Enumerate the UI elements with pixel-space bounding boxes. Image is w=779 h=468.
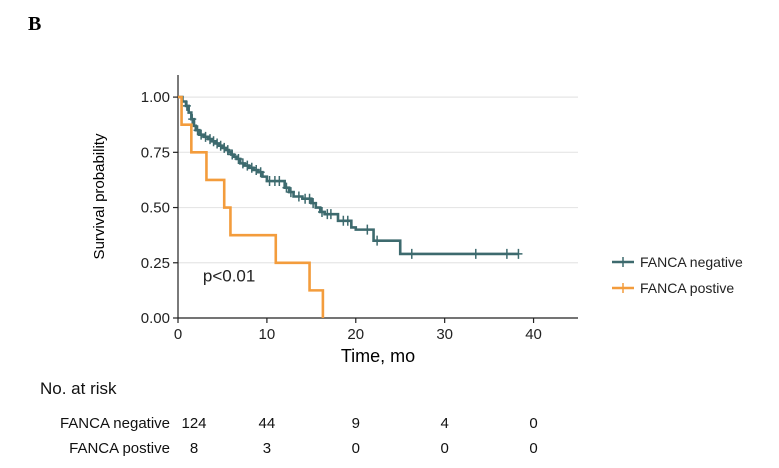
risk-table: FANCA negative 124 44 9 4 0 FANCA postive 8 3 0 0 0: [60, 415, 538, 457]
censor-mark-0-29: [326, 209, 335, 220]
censor-mark-0-34: [407, 248, 416, 259]
risk-cell-1-1: 3: [263, 440, 271, 457]
risk-cell-1-0: 8: [190, 440, 198, 457]
x-tick-label-4: 40: [525, 326, 542, 343]
series-line-0: [178, 95, 519, 256]
censor-mark-0-32: [363, 224, 372, 235]
censor-mark-0-0: [182, 100, 191, 111]
censor-mark-0-10: [223, 145, 232, 156]
legend-label-1: FANCA postive: [640, 280, 734, 296]
censor-mark-0-3: [197, 129, 206, 140]
panel-label: B: [28, 13, 41, 35]
risk-cell-0-3: 4: [440, 415, 448, 432]
y-tick-label-3: 0.75: [141, 144, 170, 161]
series-group: [178, 95, 523, 318]
censor-mark-0-16: [252, 164, 261, 175]
censor-mark-0-4: [201, 131, 210, 142]
risk-cell-1-4: 0: [529, 440, 537, 457]
censor-mark-0-1: [188, 114, 197, 125]
axes: 0 10 20 30 40 0.00 0.25 0.50 0.75 1.00: [141, 75, 578, 343]
risk-cell-0-0: 124: [181, 415, 206, 432]
censor-mark-0-8: [216, 140, 225, 151]
censor-mark-0-33: [373, 235, 382, 246]
p-value-annotation: p<0.01: [203, 267, 255, 286]
y-tick-label-1: 0.25: [141, 255, 170, 272]
y-axis-title: Survival probability: [91, 133, 108, 259]
legend: FANCA negative FANCA postive: [612, 254, 743, 296]
censor-mark-0-2: [193, 125, 202, 136]
censor-mark-0-26: [309, 198, 318, 209]
y-tick-label-0: 0.00: [141, 310, 170, 327]
y-tick-label-2: 0.50: [141, 200, 170, 217]
censor-mark-0-12: [234, 153, 243, 164]
censor-mark-0-25: [305, 193, 314, 204]
censor-mark-0-15: [247, 162, 256, 173]
risk-cell-0-1: 44: [259, 415, 276, 432]
censor-mark-0-7: [213, 138, 222, 149]
x-tick-label-0: 0: [174, 326, 182, 343]
censor-mark-0-20: [275, 176, 284, 187]
censor-mark-0-13: [238, 158, 247, 169]
risk-cell-0-2: 9: [352, 415, 360, 432]
censor-mark-0-5: [206, 134, 214, 145]
censor-mark-0-36: [502, 248, 511, 259]
x-axis-title: Time, mo: [341, 346, 415, 366]
x-tick-label-3: 30: [436, 326, 453, 343]
censor-mark-0-22: [286, 187, 295, 198]
censor-mark-0-21: [282, 182, 291, 193]
risk-cell-0-4: 0: [529, 415, 537, 432]
censor-mark-0-9: [220, 142, 229, 153]
risk-row-label-0: FANCA negative: [60, 415, 170, 432]
legend-label-0: FANCA negative: [640, 254, 743, 270]
grid-lines: [178, 96, 578, 264]
censor-mark-0-35: [471, 248, 480, 259]
risk-table-title: No. at risk: [40, 379, 117, 398]
x-tick-label-2: 20: [347, 326, 364, 343]
censor-mark-0-37: [514, 248, 523, 259]
censor-mark-0-17: [256, 167, 265, 178]
censor-mark-0-23: [294, 191, 303, 202]
risk-cell-1-3: 0: [440, 440, 448, 457]
censor-mark-0-27: [318, 206, 326, 217]
series-line-1: [178, 95, 325, 318]
censor-mark-0-6: [209, 136, 218, 147]
x-tick-label-1: 10: [259, 326, 276, 343]
risk-cell-1-2: 0: [352, 440, 360, 457]
risk-row-label-1: FANCA postive: [69, 440, 170, 457]
censor-mark-0-14: [243, 160, 252, 171]
censor-mark-0-31: [343, 215, 352, 226]
censor-mark-0-11: [228, 149, 237, 160]
y-tick-label-4: 1.00: [141, 89, 170, 106]
